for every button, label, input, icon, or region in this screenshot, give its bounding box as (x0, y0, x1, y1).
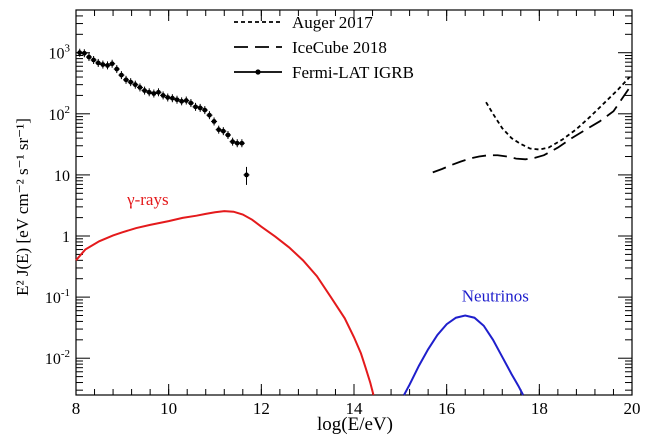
data-point (128, 79, 134, 85)
annotation-layer: γ-rays Neutrinos (126, 190, 529, 305)
data-point (95, 60, 101, 66)
x-tick-label: 12 (253, 399, 270, 418)
data-point (114, 66, 120, 72)
data-point (146, 89, 152, 95)
data-point (207, 112, 212, 118)
data-point (216, 127, 222, 133)
y-tick-label: 102 (49, 104, 71, 124)
axes-layer: 8 10 12 14 16 18 20 10-2 10-1 1 10 102 103 (45, 9, 641, 418)
data-point (174, 97, 180, 103)
series-line (432, 86, 631, 174)
data-point (202, 107, 208, 113)
points-layer (76, 48, 250, 185)
data-point (86, 54, 92, 60)
data-point (81, 50, 87, 56)
legend-marker (255, 69, 261, 75)
series-line (485, 76, 631, 151)
data-point (137, 85, 143, 90)
series-layer (75, 76, 631, 396)
data-point (179, 98, 185, 104)
x-axis-label: log(E/eV) (317, 414, 393, 435)
legend-layer: Auger 2017 IceCube 2018 Fermi-LAT IGRB (234, 13, 414, 82)
data-point (123, 77, 129, 83)
data-point (77, 50, 83, 56)
x-tick-label: 10 (160, 399, 177, 418)
data-point (183, 98, 189, 103)
data-point (160, 93, 166, 98)
legend-label: Fermi-LAT IGRB (292, 63, 414, 82)
data-point (109, 61, 115, 67)
data-point (188, 100, 194, 106)
data-point (132, 82, 138, 88)
legend-label: IceCube 2018 (292, 38, 387, 57)
x-tick-label: 18 (531, 399, 548, 418)
data-point (91, 57, 97, 63)
series-annotation: γ-rays (126, 190, 169, 209)
data-point (230, 139, 236, 145)
legend-label: Auger 2017 (292, 13, 373, 32)
x-tick-label: 14 (346, 399, 364, 418)
data-point (119, 72, 124, 78)
data-point (142, 88, 147, 93)
y-tick-label: 1 (62, 229, 70, 246)
y-tick-label: 10-1 (45, 287, 70, 307)
y-tick-label: 10 (54, 168, 70, 185)
series-annotation: Neutrinos (462, 286, 529, 305)
series-line (75, 210, 375, 396)
data-point (105, 62, 110, 68)
data-point (193, 104, 198, 110)
data-point (220, 128, 226, 134)
x-tick-label: 20 (624, 399, 641, 418)
data-point (100, 62, 106, 67)
data-point (211, 119, 217, 124)
y-tick-label: 103 (49, 43, 71, 63)
data-point (197, 105, 203, 111)
data-point (151, 91, 157, 96)
data-point (234, 140, 240, 146)
x-tick-label: 16 (438, 399, 455, 418)
data-point (165, 95, 171, 100)
x-tick-label: 8 (72, 399, 81, 418)
data-point (169, 95, 175, 101)
data-point (156, 89, 161, 95)
data-point (239, 140, 245, 146)
series-line (403, 314, 525, 396)
y-tick-label: 10-2 (45, 348, 70, 368)
data-point (225, 132, 231, 138)
y-axis-label: E² J(E) [eV cm⁻² s⁻¹ sr⁻¹] (13, 118, 32, 296)
